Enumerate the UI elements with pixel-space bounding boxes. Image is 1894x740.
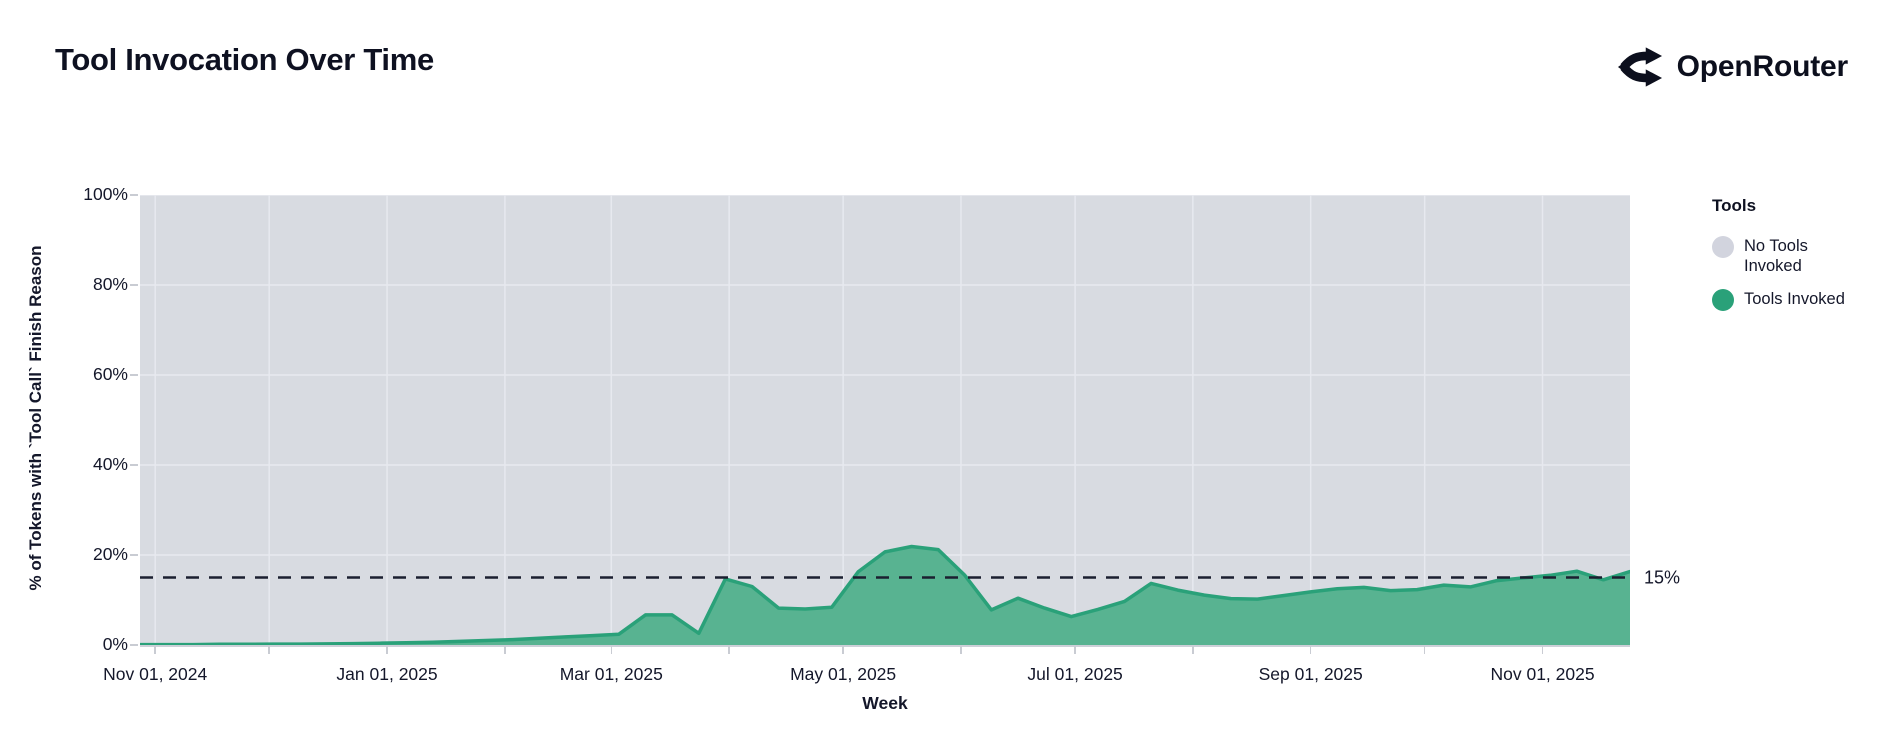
x-tick-mark [610,646,613,654]
plot-area[interactable] [140,195,1630,645]
legend-item-tools-invoked[interactable]: Tools Invoked [1712,289,1894,312]
x-tick-mark [154,646,156,654]
x-tick-label: Sep 01, 2025 [1258,664,1363,684]
x-tick-label: Nov 01, 2024 [103,664,208,684]
y-tick-mark [130,194,138,196]
x-tick-label: Mar 01, 2025 [559,664,663,684]
y-tick-label: 100% [83,184,128,205]
x-tick-mark [504,646,506,654]
y-tick-mark [130,554,138,556]
x-tick-mark [1192,646,1194,654]
legend-item-no-tools[interactable]: No Tools Invoked [1712,236,1894,276]
x-tick-mark [728,646,730,654]
x-tick-mark [1541,646,1544,654]
tools-invoked-line [140,544,1630,645]
y-tick-mark [130,374,138,376]
legend-item-label: No Tools Invoked [1744,237,1808,276]
y-tick-label: 20% [92,544,128,565]
x-tick-mark [1074,646,1076,654]
no-tools-swatch-icon [1712,236,1734,258]
brand: OpenRouter [1617,44,1848,90]
y-tick-label: 60% [92,364,128,385]
x-tick-mark [842,646,844,654]
x-tick-mark [1309,646,1312,654]
brand-name: OpenRouter [1676,50,1849,83]
y-tick-mark [130,284,138,286]
y-tick-label: 40% [92,454,128,475]
y-tick-label: 0% [102,634,128,655]
y-tick-mark [130,644,138,646]
x-tick-mark [960,646,962,654]
x-axis-line [140,645,1630,647]
legend-item-label: Tools Invoked [1744,290,1845,309]
y-axis-title: % of Tokens with `Tool Call` Finish Reas… [26,245,45,591]
x-tick-mark [1423,646,1426,654]
x-tick-label: Nov 01, 2025 [1490,664,1595,684]
x-tick-label: Jan 01, 2025 [336,664,438,684]
tools-invoked-area [140,546,1630,645]
legend: Tools No Tools Invoked Tools Invoked [1712,196,1894,324]
x-tick-mark [268,646,270,654]
x-axis-title: Week [862,693,908,713]
y-tick-mark [130,464,138,466]
y-tick-label: 80% [92,274,128,295]
reference-line-label: 15% [1644,567,1681,588]
page-title: Tool Invocation Over Time [55,42,434,77]
legend-title: Tools [1712,196,1757,215]
tools-invoked-swatch-icon [1712,289,1734,312]
openrouter-logo-icon [1617,47,1662,87]
x-tick-mark [386,646,388,654]
x-tick-label: Jul 01, 2025 [1027,664,1123,684]
x-tick-label: May 01, 2025 [790,664,897,684]
